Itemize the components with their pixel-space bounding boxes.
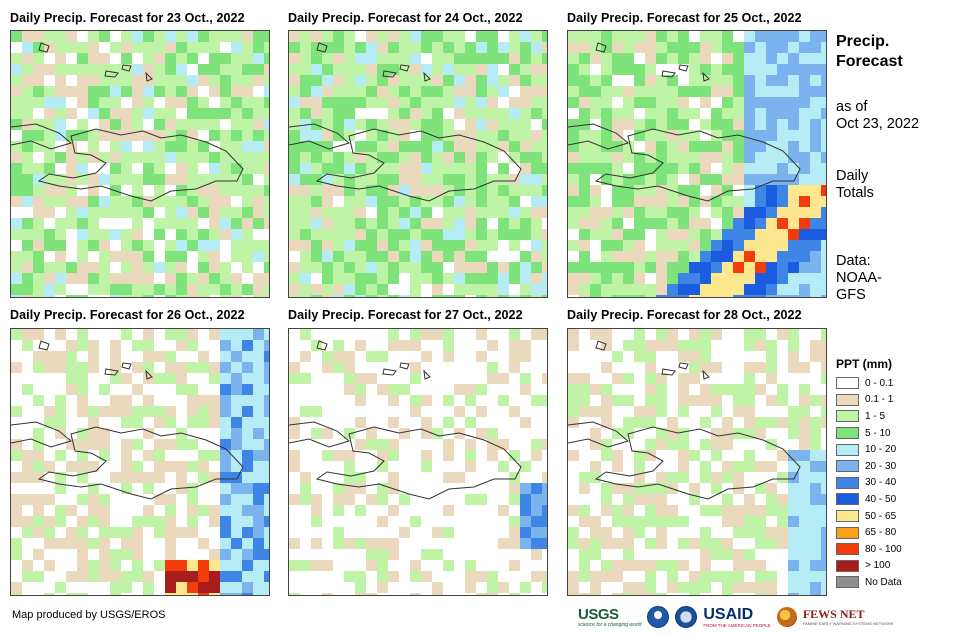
legend-item: 0.1 - 1 bbox=[836, 392, 966, 409]
legend-item: 0 - 0.1 bbox=[836, 375, 966, 392]
usgs-logo-text: USGS bbox=[578, 605, 619, 623]
side-asof-line2: Oct 23, 2022 bbox=[836, 116, 920, 132]
legend-item: 5 - 10 bbox=[836, 425, 966, 442]
legend-swatch bbox=[836, 443, 859, 456]
legend-rows: 0 - 0.1 0.1 - 1 1 - 5 5 - 10 10 - 20 20 - 30 3… bbox=[836, 375, 966, 591]
legend-label: 0 - 0.1 bbox=[865, 377, 894, 389]
legend-label: 5 - 10 bbox=[865, 427, 891, 439]
map-raster-6 bbox=[568, 329, 826, 595]
side-asof: as of Oct 23, 2022 bbox=[836, 99, 919, 133]
usaid-tagline: FROM THE AMERICAN PEOPLE bbox=[703, 622, 771, 628]
legend-label: 1 - 5 bbox=[865, 410, 886, 422]
map-panel-5[interactable] bbox=[288, 328, 548, 596]
noaa-logo bbox=[647, 606, 670, 628]
usaid-logo-text: USAID bbox=[703, 605, 754, 623]
panel-title-1: Daily Precip. Forecast for 23 Oct., 2022 bbox=[10, 11, 245, 25]
map-panel-6[interactable] bbox=[567, 328, 827, 596]
fews-globe-icon bbox=[776, 607, 797, 627]
panel-title-4: Daily Precip. Forecast for 26 Oct., 2022 bbox=[10, 308, 245, 322]
map-panel-2[interactable] bbox=[288, 30, 548, 298]
legend-label: 30 - 40 bbox=[865, 477, 897, 489]
fews-tagline: FAMINE EARLY WARNING SYSTEMS NETWORK bbox=[802, 621, 894, 626]
side-title-line1: Precip. bbox=[836, 33, 890, 50]
legend-label: > 100 bbox=[865, 560, 891, 572]
map-raster-2 bbox=[289, 31, 547, 297]
map-panel-4[interactable] bbox=[10, 328, 270, 596]
legend-swatch bbox=[836, 526, 859, 539]
legend-item: > 100 bbox=[836, 558, 966, 575]
map-credit: Map produced by USGS/EROS bbox=[12, 609, 166, 621]
side-totals-line2: Totals bbox=[836, 185, 874, 201]
legend-label: 40 - 50 bbox=[865, 493, 897, 505]
legend: PPT (mm) 0 - 0.1 0.1 - 1 1 - 5 5 - 10 10 - 2… bbox=[836, 357, 966, 591]
legend-swatch bbox=[836, 559, 859, 572]
fews-logo-text: FEWS NET bbox=[802, 607, 865, 621]
side-source: Data: NOAA- GFS bbox=[836, 253, 882, 304]
legend-swatch bbox=[836, 576, 859, 589]
legend-item: No Data bbox=[836, 574, 966, 591]
legend-label: 0.1 - 1 bbox=[865, 394, 894, 406]
side-source-line2: NOAA- bbox=[836, 270, 882, 286]
legend-item: 10 - 20 bbox=[836, 441, 966, 458]
panel-title-5: Daily Precip. Forecast for 27 Oct., 2022 bbox=[288, 308, 523, 322]
side-totals-line1: Daily bbox=[836, 168, 869, 184]
fews-net-logo: FEWS NET FAMINE EARLY WARNING SYSTEMS NE… bbox=[802, 607, 894, 627]
legend-label: 80 - 100 bbox=[865, 543, 902, 555]
side-source-line3: GFS bbox=[836, 287, 866, 303]
map-raster-4 bbox=[11, 329, 269, 595]
legend-item: 30 - 40 bbox=[836, 475, 966, 492]
legend-label: 65 - 80 bbox=[865, 527, 897, 539]
side-source-line1: Data: bbox=[836, 253, 871, 269]
legend-swatch bbox=[836, 476, 859, 489]
legend-item: 1 - 5 bbox=[836, 408, 966, 425]
legend-swatch bbox=[836, 427, 859, 440]
usgs-tagline: science for a changing world bbox=[578, 621, 642, 628]
legend-label: 20 - 30 bbox=[865, 460, 897, 472]
map-raster-5 bbox=[289, 329, 547, 595]
legend-swatch bbox=[836, 493, 859, 506]
legend-swatch bbox=[836, 410, 859, 423]
usgs-logo: USGS science for a changing world bbox=[578, 607, 641, 628]
legend-item: 50 - 65 bbox=[836, 508, 966, 525]
side-asof-line1: as of bbox=[836, 99, 868, 115]
legend-label: No Data bbox=[865, 576, 902, 588]
panel-title-6: Daily Precip. Forecast for 28 Oct., 2022 bbox=[567, 308, 802, 322]
legend-item: 20 - 30 bbox=[836, 458, 966, 475]
legend-swatch bbox=[836, 460, 859, 473]
legend-swatch bbox=[836, 543, 859, 556]
nasa-logo bbox=[675, 606, 698, 628]
side-title-line2: Forecast bbox=[836, 53, 903, 70]
map-raster-1 bbox=[11, 31, 269, 297]
legend-item: 80 - 100 bbox=[836, 541, 966, 558]
map-panel-1[interactable] bbox=[10, 30, 270, 298]
legend-title: PPT (mm) bbox=[836, 357, 893, 371]
legend-item: 40 - 50 bbox=[836, 491, 966, 508]
panel-title-2: Daily Precip. Forecast for 24 Oct., 2022 bbox=[288, 11, 523, 25]
legend-label: 10 - 20 bbox=[865, 444, 897, 456]
legend-swatch bbox=[836, 510, 859, 523]
side-title: Precip. Forecast bbox=[836, 32, 903, 72]
panel-title-3: Daily Precip. Forecast for 25 Oct., 2022 bbox=[567, 11, 802, 25]
logo-strip: USGS science for a changing world USAID … bbox=[578, 601, 894, 633]
legend-swatch bbox=[836, 377, 859, 390]
legend-label: 50 - 65 bbox=[865, 510, 897, 522]
map-raster-3 bbox=[568, 31, 826, 297]
usaid-logo: USAID FROM THE AMERICAN PEOPLE bbox=[703, 605, 771, 628]
legend-swatch bbox=[836, 393, 859, 406]
legend-item: 65 - 80 bbox=[836, 524, 966, 541]
side-totals: Daily Totals bbox=[836, 168, 874, 202]
map-panel-3[interactable] bbox=[567, 30, 827, 298]
